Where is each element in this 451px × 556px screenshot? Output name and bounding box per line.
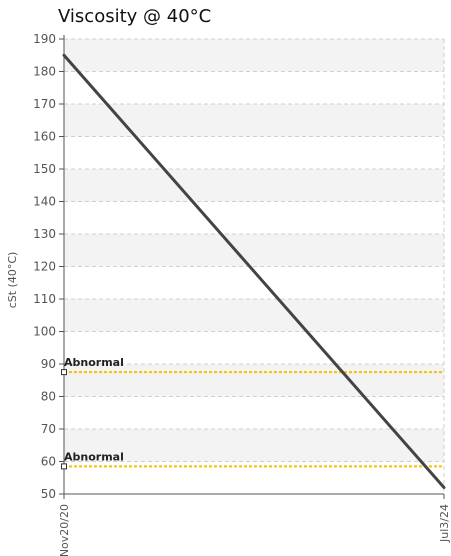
plot-band [64,39,444,72]
plot-band [64,429,444,462]
plot-bands [64,39,444,462]
x-tick-labels: Nov20/20 Jul3/24 [58,504,451,556]
x-tick-label: Jul3/24 [438,504,451,543]
y-tick-label: 80 [41,390,56,404]
series-line [62,53,446,489]
plot-band [64,364,444,397]
y-tick-label: 110 [33,292,56,306]
y-tick-label: 170 [33,97,56,111]
y-tick-label: 100 [33,325,56,339]
y-tick-label: 50 [41,487,56,501]
axes [59,35,445,499]
chart-title: Viscosity @ 40°C [58,6,212,27]
y-tick-label: 140 [33,195,56,209]
plot-band [64,234,444,267]
y-tick-label: 90 [41,357,56,371]
threshold-marker [61,463,67,470]
y-tick-label: 130 [33,227,56,241]
threshold-marker [61,369,67,376]
y-tick-label: 70 [41,422,56,436]
plot-band [64,299,444,332]
threshold-label: Abnormal [64,356,124,369]
y-tick-label: 120 [33,260,56,274]
y-tick-label: 180 [33,65,56,79]
threshold-label: Abnormal [64,450,124,463]
y-tick-label: 60 [41,455,56,469]
y-tick-label: 150 [33,162,56,176]
series-lines [62,53,446,489]
gridlines [63,38,445,494]
x-tick-label: Nov20/20 [58,504,71,556]
y-tick-label: 160 [33,130,56,144]
threshold-lines: Abnormal Abnormal [61,356,444,470]
y-tick-label: 190 [33,32,56,46]
y-axis-label: cSt (40°C) [6,252,19,309]
plot-band [64,169,444,202]
plot-band [64,104,444,137]
y-tick-labels: 50 60 70 80 90 100 110 120 130 140 150 160 170 180 190 [33,32,56,501]
